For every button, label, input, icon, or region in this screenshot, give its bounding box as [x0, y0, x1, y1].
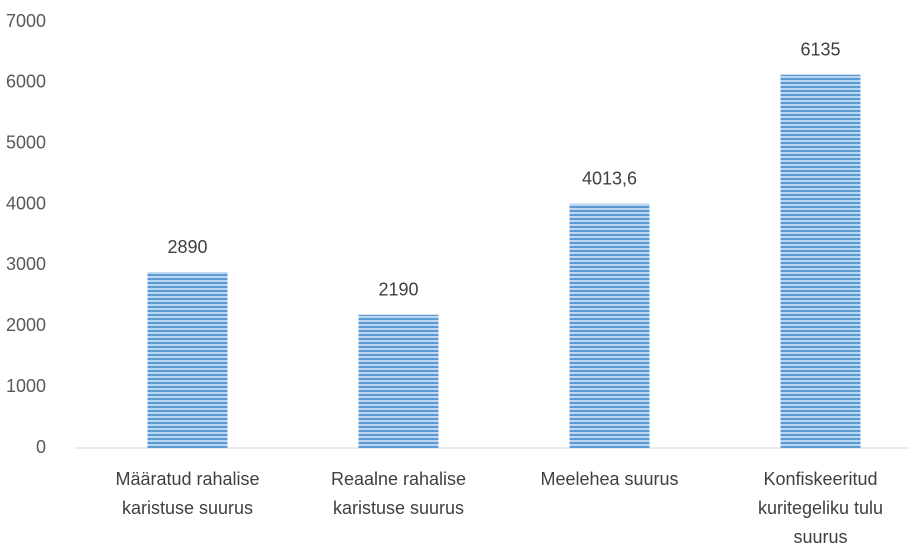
data-label: 6135 — [800, 39, 840, 59]
y-tick-label: 7000 — [6, 11, 46, 31]
x-tick-label: Meelehea suurus — [540, 469, 678, 489]
x-tick-label: kuritegeliku tulu — [758, 498, 883, 518]
bar — [358, 314, 439, 448]
x-tick-label: Reaalne rahalise — [331, 469, 466, 489]
bar — [780, 74, 861, 449]
y-tick-label: 2000 — [6, 315, 46, 335]
y-tick-label: 0 — [36, 437, 46, 457]
y-tick-label: 6000 — [6, 72, 46, 92]
data-label: 4013,6 — [582, 168, 637, 188]
y-tick-label: 3000 — [6, 254, 46, 274]
x-tick-label: karistuse suurus — [333, 498, 464, 518]
x-tick-label: Määratud rahalise — [115, 469, 259, 489]
x-tick-label: Konfiskeeritud — [763, 469, 877, 489]
y-tick-label: 1000 — [6, 376, 46, 396]
bar — [569, 203, 650, 448]
data-label: 2890 — [167, 237, 207, 257]
x-tick-label: karistuse suurus — [122, 498, 253, 518]
y-tick-label: 5000 — [6, 132, 46, 152]
y-tick-label: 4000 — [6, 193, 46, 213]
bar — [147, 272, 228, 448]
data-label: 2190 — [378, 279, 418, 299]
x-tick-label: suurus — [793, 527, 847, 547]
